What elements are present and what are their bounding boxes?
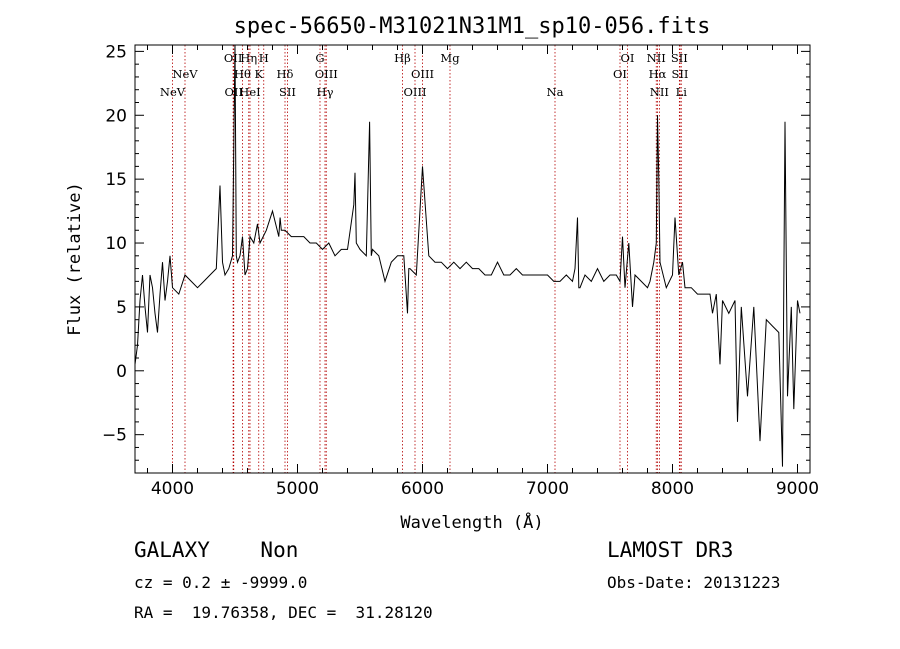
ra-dec: RA = 19.76358, DEC = 31.28120: [134, 603, 433, 622]
emission-line-label: NII: [647, 51, 666, 65]
emission-line-label: OII: [224, 51, 243, 65]
x-tick-label: 9000: [776, 479, 819, 499]
emission-line-label: Hγ: [317, 85, 334, 99]
x-tick-label: 5000: [276, 479, 319, 499]
survey-name: LAMOST DR3: [607, 538, 734, 562]
emission-line-label: NeV: [172, 67, 198, 81]
emission-line-label: Hβ: [394, 51, 411, 65]
y-tick-label: 20: [105, 106, 127, 126]
obs-date: Obs-Date: 20131223: [607, 573, 781, 592]
emission-line-label: Hθ: [234, 67, 251, 81]
emission-line-labels: NeVNeVOIIOIIHθHηHeIKHHδSIIGOIIIHγHβOIIIO…: [160, 51, 689, 99]
emission-line-label: G: [315, 51, 324, 65]
emission-line-label: HeI: [239, 85, 260, 99]
y-tick-label: 5: [116, 298, 127, 318]
chart-title: spec-56650-M31021N31M1_sp10-056.fits: [234, 14, 711, 39]
emission-line-label: SII: [671, 51, 688, 65]
emission-line-label: Hη: [240, 51, 257, 65]
redshift-cz: cz = 0.2 ± -9999.0: [134, 573, 308, 592]
emission-line-label: NeV: [160, 85, 186, 99]
emission-line-label: OIII: [403, 85, 426, 99]
x-axis-label: Wavelength (Å): [400, 511, 543, 533]
x-tick-label: 6000: [401, 479, 444, 499]
x-tick-label: 4000: [151, 479, 194, 499]
emission-line-label: Mg: [440, 51, 460, 65]
object-class: GALAXY Non: [134, 538, 299, 562]
emission-line-label: OIII: [411, 67, 434, 81]
emission-line-label: Hδ: [277, 67, 294, 81]
emission-line-label: H: [259, 51, 269, 65]
axis-ticks: 4000 5000 6000 7000 8000 9000 −5 0 5 10 15 20 25: [102, 42, 819, 499]
y-axis-label: Flux (relative): [65, 182, 85, 336]
emission-line-label: Li: [676, 85, 688, 99]
emission-line-label: OI: [621, 51, 635, 65]
x-tick-label: 7000: [526, 479, 569, 499]
emission-line-label: NII: [650, 85, 669, 99]
emission-line-label: OII: [224, 85, 243, 99]
emission-line-label: Hα: [649, 67, 667, 81]
spectrum-line: [134, 44, 801, 467]
emission-line-label: Na: [547, 85, 564, 99]
y-tick-label: 10: [105, 234, 127, 254]
y-tick-label: 15: [105, 170, 127, 190]
y-tick-label: −5: [102, 426, 127, 446]
emission-line-label: SII: [279, 85, 296, 99]
emission-line-label: K: [254, 67, 263, 81]
emission-line-label: OI: [613, 67, 627, 81]
y-tick-label: 25: [105, 42, 127, 62]
emission-line-label: SII: [672, 67, 689, 81]
y-tick-label: 0: [116, 362, 127, 382]
plot-frame: [134, 44, 811, 474]
emission-line-label: OIII: [315, 67, 338, 81]
emission-line-markers: [172, 45, 682, 473]
x-tick-label: 8000: [651, 479, 694, 499]
